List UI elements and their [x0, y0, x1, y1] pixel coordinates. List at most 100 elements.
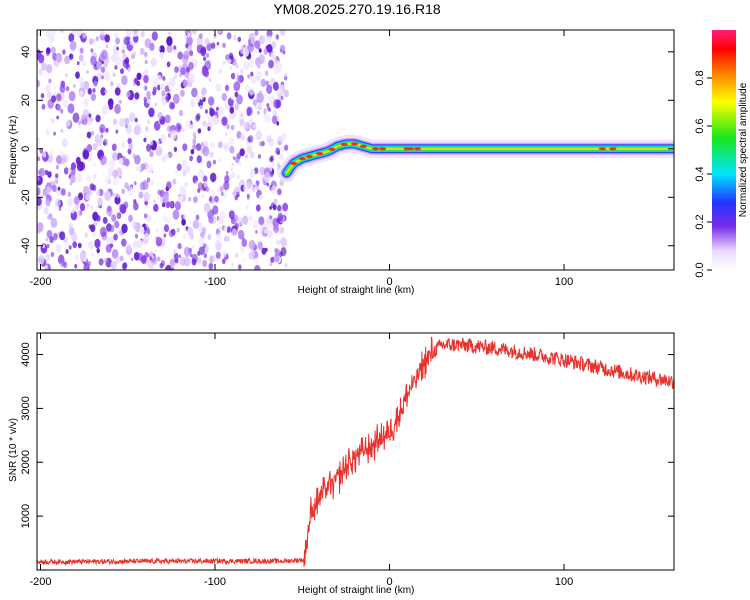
noise-speck	[85, 193, 90, 201]
noise-speck	[247, 42, 254, 53]
noise-speck	[149, 150, 154, 158]
noise-speck	[59, 231, 66, 241]
noise-speck	[279, 30, 286, 36]
noise-speck	[230, 72, 236, 80]
noise-speck	[228, 52, 234, 60]
noise-speck	[105, 243, 112, 253]
noise-speck	[149, 250, 154, 257]
noise-speck	[265, 247, 268, 252]
spectrogram-frame	[36, 29, 675, 271]
noise-speck	[75, 30, 82, 37]
noise-speck	[170, 153, 173, 158]
noise-speck	[162, 76, 166, 81]
noise-speck	[203, 181, 209, 188]
noise-speck	[206, 160, 212, 169]
noise-speck	[37, 176, 40, 182]
noise-speck	[257, 197, 261, 201]
noise-speck	[172, 209, 180, 220]
noise-speck	[174, 169, 178, 174]
noise-speck	[121, 49, 125, 54]
noise-speck	[173, 45, 177, 50]
noise-speck	[132, 221, 138, 230]
noise-speck	[143, 137, 147, 143]
noise-speck	[144, 59, 148, 65]
noise-speck	[180, 89, 185, 97]
noise-speck	[68, 245, 72, 250]
spectrogram-xtick-label: -100	[204, 276, 226, 288]
noise-speck	[182, 159, 187, 167]
noise-speck	[157, 256, 161, 262]
noise-speck	[149, 139, 154, 146]
noise-speck	[125, 30, 132, 37]
noise-speck	[146, 177, 151, 183]
noise-speck	[133, 199, 137, 204]
noise-speck	[82, 60, 87, 67]
noise-speck	[86, 203, 90, 208]
noise-speck	[193, 135, 197, 140]
noise-speck	[196, 113, 201, 120]
noise-speck	[150, 57, 157, 67]
noise-speck	[128, 143, 133, 150]
noise-speck	[181, 218, 186, 226]
noise-speck	[82, 149, 90, 160]
noise-speck	[255, 204, 261, 212]
noise-speck	[103, 257, 108, 264]
noise-speck	[124, 124, 128, 129]
noise-speck	[233, 186, 241, 196]
signal-hotspot	[316, 152, 324, 156]
noise-speck	[133, 34, 139, 43]
noise-speck	[111, 214, 117, 222]
noise-speck	[271, 40, 277, 49]
noise-speck	[246, 141, 249, 145]
noise-speck	[82, 32, 87, 39]
signal-hotspot	[298, 156, 306, 161]
signal-hotspot	[290, 161, 297, 165]
noise-speck	[209, 255, 215, 264]
noise-speck	[224, 84, 230, 92]
noise-speck	[176, 163, 182, 171]
noise-speck	[45, 84, 51, 93]
noise-speck	[189, 253, 193, 258]
noise-speck	[73, 84, 76, 88]
noise-speck	[273, 64, 280, 75]
noise-speck	[159, 51, 164, 59]
noise-speck	[144, 232, 150, 241]
noise-speck	[161, 155, 167, 163]
noise-speck	[220, 191, 224, 196]
noise-speck	[149, 42, 155, 51]
noise-speck	[254, 264, 261, 270]
noise-speck	[78, 54, 84, 62]
noise-speck	[60, 30, 64, 34]
noise-speck	[79, 90, 84, 97]
noise-speck	[237, 229, 245, 240]
noise-speck	[196, 257, 202, 265]
noise-speck	[269, 215, 273, 220]
noise-speck	[247, 74, 251, 79]
noise-speck	[165, 153, 170, 159]
noise-speck	[238, 160, 242, 166]
noise-speck	[96, 190, 101, 197]
noise-speck	[46, 91, 52, 99]
noise-speck	[108, 102, 114, 110]
noise-speck	[50, 217, 58, 228]
noise-speck	[166, 36, 173, 46]
noise-speck	[240, 71, 243, 76]
noise-speck	[208, 197, 212, 202]
noise-speck	[264, 70, 269, 76]
noise-speck	[119, 203, 126, 213]
noise-speck	[62, 49, 66, 55]
snr-ytick-label: 2000	[20, 450, 32, 474]
noise-speck	[231, 172, 236, 179]
noise-speck	[88, 224, 92, 229]
noise-speck	[113, 32, 118, 39]
noise-speck	[37, 227, 41, 234]
colorbar-tick-label: 0.0	[694, 262, 706, 277]
noise-speck	[193, 196, 198, 203]
noise-speck	[79, 203, 86, 212]
noise-speck	[89, 183, 95, 191]
noise-speck	[59, 150, 65, 158]
noise-speck	[60, 188, 66, 196]
snr-ticks: -200 -100 0 100 1000 2000 3000 4000	[20, 333, 674, 588]
noise-speck	[208, 262, 214, 270]
noise-speck	[111, 143, 117, 152]
